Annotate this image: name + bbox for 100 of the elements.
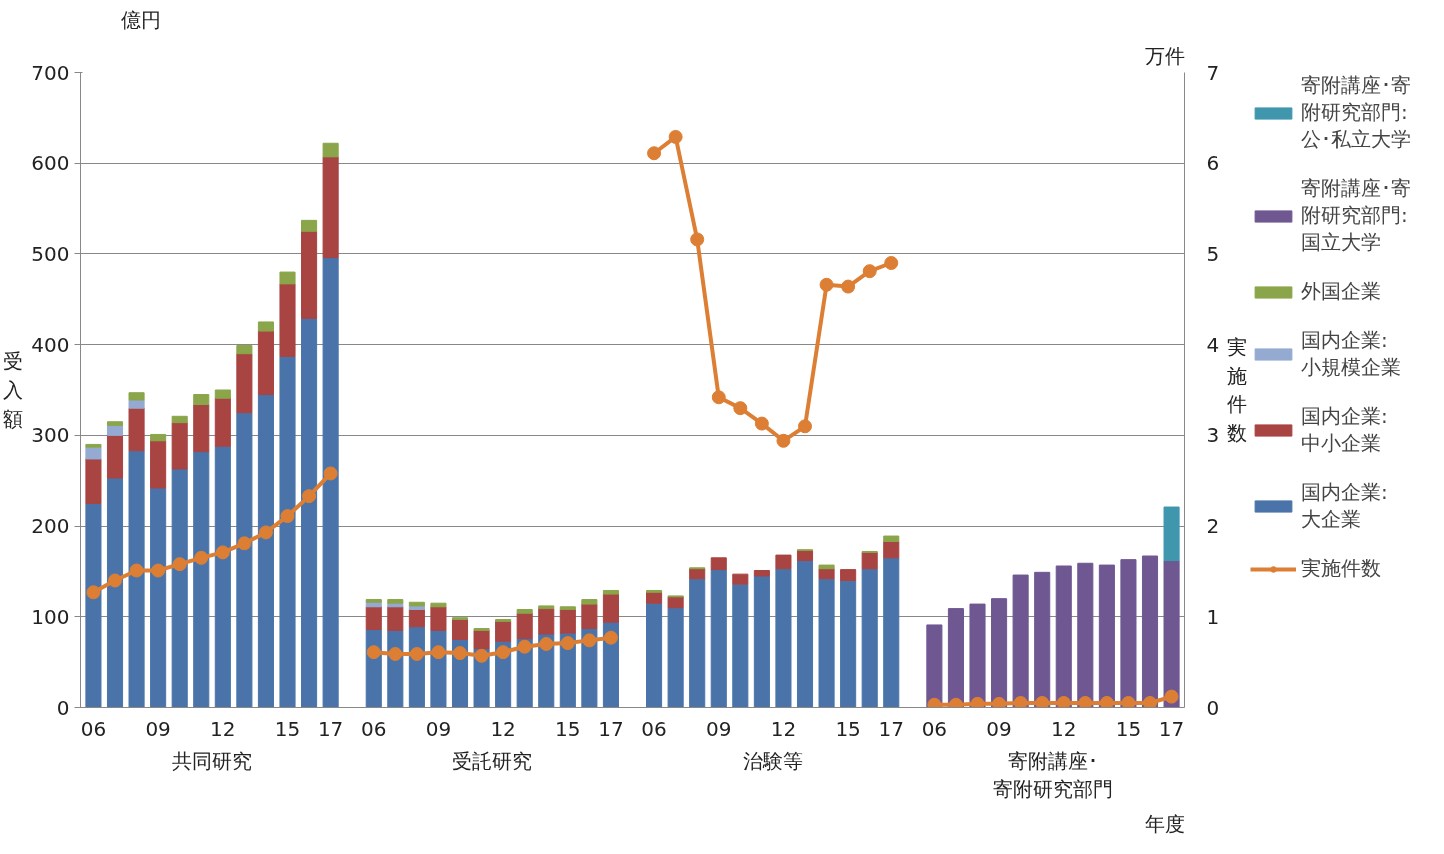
- x-tick-label: 15: [555, 716, 581, 741]
- point: [431, 645, 446, 660]
- point: [108, 573, 122, 588]
- point: [388, 646, 403, 661]
- bar: [1034, 571, 1051, 708]
- bar: [171, 422, 188, 470]
- bar: [753, 575, 770, 708]
- bar: [1055, 565, 1072, 708]
- x-tick-label: 09: [986, 716, 1012, 741]
- bar: [257, 330, 274, 396]
- y2-tick-label: 1: [1206, 604, 1220, 629]
- point: [1056, 695, 1071, 708]
- bar: [1120, 559, 1137, 708]
- point: [754, 416, 769, 431]
- bar: [667, 596, 684, 609]
- bar: [1163, 560, 1180, 708]
- bar: [1098, 564, 1115, 708]
- bar: [732, 573, 749, 585]
- bar: [732, 583, 749, 708]
- point: [280, 509, 295, 524]
- point: [690, 232, 705, 247]
- x-tick-label: 12: [1051, 716, 1077, 741]
- point: [302, 489, 317, 504]
- bar: [128, 399, 145, 409]
- bar: [602, 593, 619, 623]
- legend-label: 寄附講座･寄附研究部門:国立大学: [1301, 175, 1411, 256]
- bar: [818, 578, 835, 708]
- bar: [301, 230, 318, 319]
- legend-label: 外国企業: [1301, 278, 1381, 305]
- bar: [883, 535, 900, 542]
- y-tick-label: 400: [31, 332, 70, 357]
- bar: [602, 589, 619, 595]
- point: [237, 536, 252, 551]
- point: [258, 525, 273, 540]
- y2-tick-label: 7: [1206, 60, 1220, 85]
- y2-axis-title: 実施件数: [1227, 334, 1248, 446]
- point: [862, 264, 877, 279]
- point: [711, 390, 726, 405]
- bar: [257, 321, 274, 332]
- bar: [214, 397, 231, 447]
- bar: [171, 468, 188, 708]
- bar: [150, 433, 167, 442]
- text: 受託研究: [452, 748, 533, 773]
- bar: [128, 450, 145, 708]
- x-tick-label: 15: [1115, 716, 1142, 741]
- point: [603, 630, 618, 645]
- bar: [495, 620, 512, 642]
- x-tick-label: 17: [1158, 716, 1185, 741]
- y-tick-label: 600: [31, 151, 70, 176]
- x-tick-label: 06: [80, 716, 107, 741]
- point: [151, 563, 166, 578]
- point: [647, 146, 662, 161]
- point: [560, 636, 575, 651]
- bar: [667, 607, 684, 708]
- bar: [214, 445, 231, 708]
- bar: [279, 271, 296, 285]
- x-tick-label: 15: [835, 716, 861, 741]
- point: [409, 646, 424, 661]
- bar: [236, 353, 253, 414]
- point: [819, 277, 834, 292]
- point: [539, 637, 554, 651]
- bar: [279, 355, 296, 708]
- bar: [236, 345, 253, 355]
- bar: [861, 568, 878, 708]
- bar: [538, 605, 555, 610]
- point: [1035, 695, 1050, 708]
- point: [970, 696, 985, 708]
- bar: [1163, 506, 1180, 562]
- y-tick-label: 0: [56, 695, 70, 720]
- point: [668, 129, 683, 144]
- x-axis-title: 年度: [1144, 811, 1185, 836]
- x-tick-label: 17: [598, 716, 624, 741]
- text: 万件: [1144, 43, 1185, 68]
- point: [366, 645, 381, 660]
- bar: [451, 619, 469, 640]
- point: [194, 550, 209, 565]
- bar: [365, 599, 382, 603]
- x-tick-label: 06: [921, 716, 948, 741]
- bar: [538, 608, 555, 635]
- y-tick-label: 500: [31, 241, 70, 266]
- bar: [430, 606, 447, 631]
- bar: [646, 602, 663, 708]
- legend-label: 国内企業:小規模企業: [1301, 327, 1401, 381]
- y2-tick-label: 6: [1206, 151, 1220, 176]
- bar: [516, 609, 533, 614]
- point: [841, 279, 856, 294]
- text: 共同研究: [172, 748, 253, 773]
- point: [215, 545, 230, 560]
- y-tick-label: 100: [31, 604, 70, 629]
- point: [172, 557, 187, 572]
- bar: [840, 580, 857, 708]
- y-axis-title: 受入額: [3, 349, 24, 431]
- bar: [796, 560, 814, 708]
- bar: [1012, 574, 1029, 708]
- bar: [969, 603, 986, 708]
- y2-tick-label: 2: [1206, 514, 1220, 539]
- bar: [408, 609, 425, 628]
- bar: [193, 394, 210, 406]
- bar: [106, 434, 124, 479]
- point: [517, 639, 532, 654]
